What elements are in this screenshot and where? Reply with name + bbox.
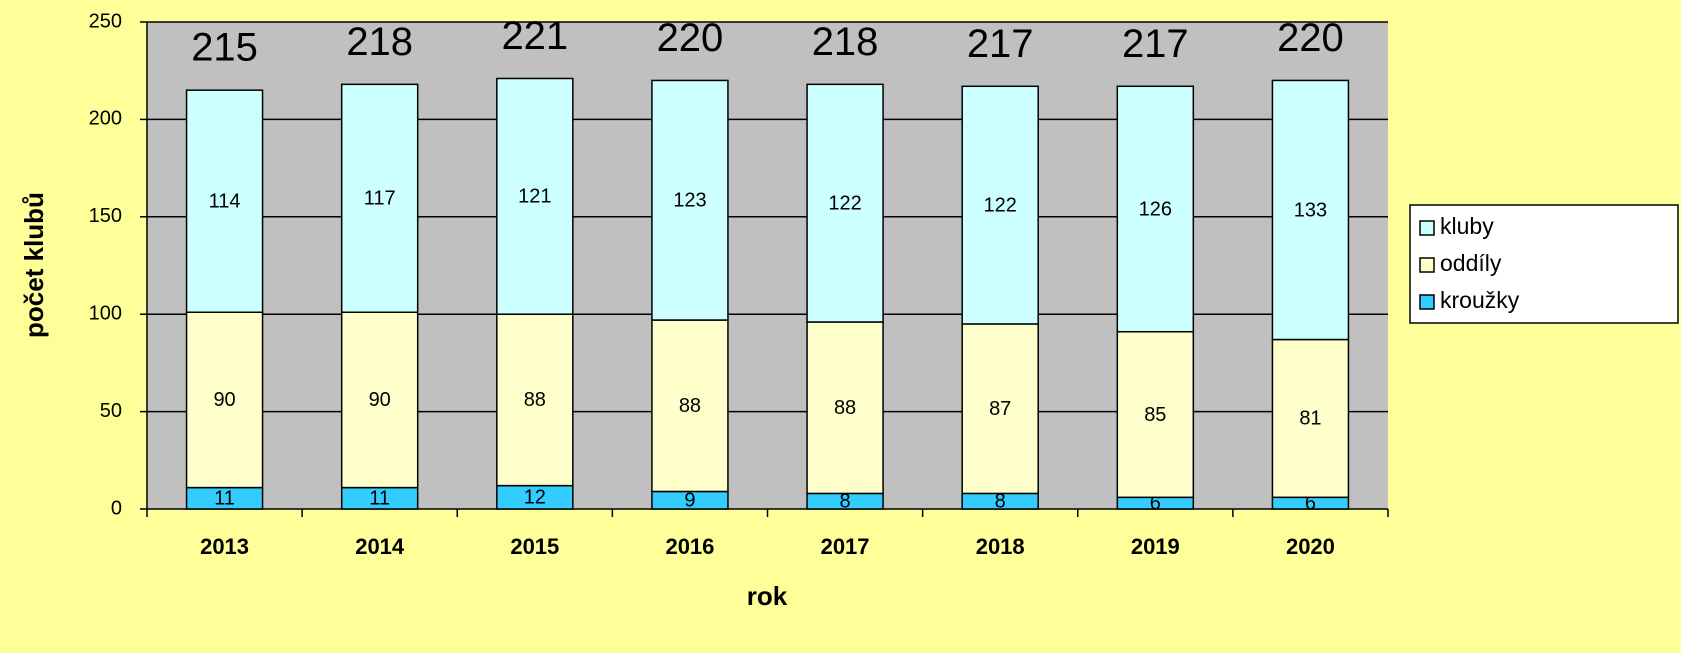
value-label: 9	[684, 490, 695, 512]
x-tick-label: 2015	[510, 534, 559, 559]
bar-segment	[185, 89, 264, 314]
y-tick-label: 100	[89, 302, 122, 324]
x-axis-title: rok	[747, 581, 788, 611]
value-label: 121	[518, 186, 551, 208]
bar-segment	[806, 83, 884, 323]
y-tick-label: 250	[89, 10, 122, 32]
legend-box	[1409, 204, 1679, 324]
value-label: 87	[989, 398, 1011, 420]
value-label: 122	[984, 194, 1017, 216]
total-label: 218	[346, 20, 413, 64]
value-label: 11	[214, 488, 235, 510]
legend-swatch	[1419, 220, 1435, 236]
total-label: 217	[967, 22, 1034, 66]
y-axis-title: počet klubů	[19, 192, 49, 338]
bar-segment	[961, 323, 1039, 495]
legend-label: kroužky	[1440, 287, 1520, 313]
value-label: 122	[828, 192, 861, 214]
value-label: 123	[673, 190, 706, 212]
value-label: 8	[840, 490, 851, 512]
x-tick-label: 2016	[665, 534, 714, 559]
plot-area	[147, 22, 1388, 509]
bar-segment	[961, 85, 1039, 325]
total-label: 220	[657, 16, 724, 60]
bar-segment	[806, 321, 884, 495]
bar-segment	[496, 313, 574, 487]
x-tick-label: 2017	[821, 534, 870, 559]
x-tick-label: 2013	[200, 534, 249, 559]
total-label: 215	[191, 26, 258, 70]
value-label: 90	[369, 389, 391, 411]
y-tick-label: 0	[111, 497, 122, 519]
value-label: 6	[1305, 492, 1316, 514]
total-label: 220	[1277, 16, 1344, 60]
value-label: 12	[524, 487, 546, 509]
legend-label: oddíly	[1440, 250, 1502, 276]
x-tick-label: 2018	[976, 534, 1025, 559]
legend-swatch	[1419, 294, 1435, 310]
value-label: 81	[1299, 408, 1321, 430]
legend-swatch	[1419, 257, 1435, 273]
value-label: 6	[1150, 492, 1161, 514]
total-label: 221	[501, 14, 568, 58]
value-label: 88	[679, 395, 701, 417]
value-label: 88	[834, 397, 856, 419]
value-label: 11	[369, 488, 390, 510]
bar-segment	[1116, 85, 1195, 333]
y-tick-label: 200	[89, 108, 122, 130]
value-label: 88	[524, 389, 546, 411]
value-label: 133	[1294, 199, 1327, 221]
y-tick-label: 50	[100, 400, 122, 422]
total-label: 218	[812, 20, 879, 64]
value-label: 114	[209, 190, 241, 212]
y-tick-label: 150	[89, 205, 122, 227]
bar-segment	[496, 77, 574, 315]
x-tick-label: 2020	[1286, 534, 1335, 559]
bar-segment	[340, 83, 419, 314]
bar-segment	[1271, 79, 1350, 341]
legend-label: kluby	[1440, 213, 1494, 239]
value-label: 8	[995, 490, 1006, 512]
total-label: 217	[1122, 22, 1189, 66]
x-tick-label: 2019	[1131, 534, 1180, 559]
bar-segment	[651, 79, 729, 321]
bar-segment	[185, 311, 264, 489]
value-label: 85	[1144, 404, 1166, 426]
x-tick-label: 2014	[355, 534, 405, 559]
value-label: 126	[1139, 198, 1172, 220]
value-label: 117	[364, 188, 396, 210]
value-label: 90	[213, 389, 235, 411]
